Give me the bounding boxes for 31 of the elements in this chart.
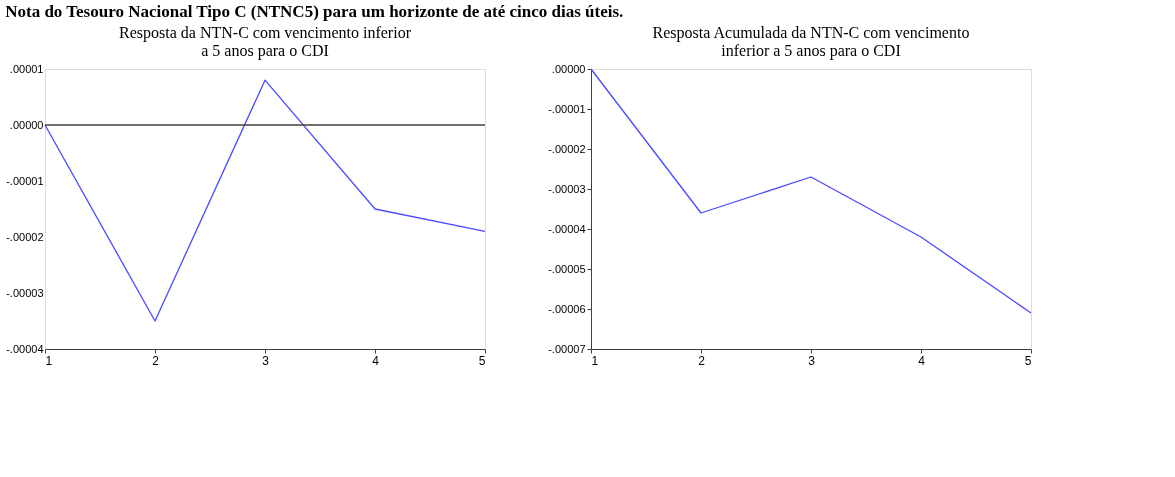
x-tick-label: 2 xyxy=(698,353,706,368)
y-tick-label: -.00007 xyxy=(548,342,586,355)
x-tick-label: 1 xyxy=(591,353,599,368)
x-tick-label: 1 xyxy=(45,353,53,368)
text: a 5 anos para o CDI xyxy=(201,42,329,59)
x-tick-label: 4 xyxy=(918,353,926,368)
text: Resposta Acumulada da NTN-C com vencimento xyxy=(652,24,970,41)
text: inferior a 5 anos para o CDI xyxy=(721,42,901,59)
y-tick-label: -.00004 xyxy=(6,342,44,355)
y-tick-label: .00000 xyxy=(551,62,586,75)
line-series xyxy=(590,68,1032,314)
y-tick-label: -.00005 xyxy=(548,262,586,275)
x-tick-label: 2 xyxy=(152,353,160,368)
y-tick-label: -.00006 xyxy=(548,302,586,315)
x-tick-label: 5 xyxy=(1024,353,1032,368)
text: Nota do Tesouro Nacional Tipo C (NTNC5) para um horizonte de até cinco dias úteis. xyxy=(5,1,624,21)
y-tick-label: -.00001 xyxy=(548,102,586,115)
x-tick-label: 4 xyxy=(372,353,380,368)
y-tick-label: -.00002 xyxy=(548,142,586,155)
x-tick-label: 3 xyxy=(808,353,816,368)
line-series xyxy=(44,79,486,322)
y-tick-label: -.00003 xyxy=(548,182,586,195)
y-tick-label: -.00003 xyxy=(6,286,44,299)
y-tick-label: -.00004 xyxy=(548,222,586,235)
text: Resposta da NTN-C com vencimento inferior xyxy=(119,24,411,41)
y-tick-label: .00001 xyxy=(9,62,44,75)
y-tick-label: -.00001 xyxy=(6,174,44,187)
y-tick-label: -.00002 xyxy=(6,230,44,243)
y-tick-label: .00000 xyxy=(9,118,44,131)
x-tick-label: 3 xyxy=(262,353,270,368)
x-tick-label: 5 xyxy=(478,353,486,368)
